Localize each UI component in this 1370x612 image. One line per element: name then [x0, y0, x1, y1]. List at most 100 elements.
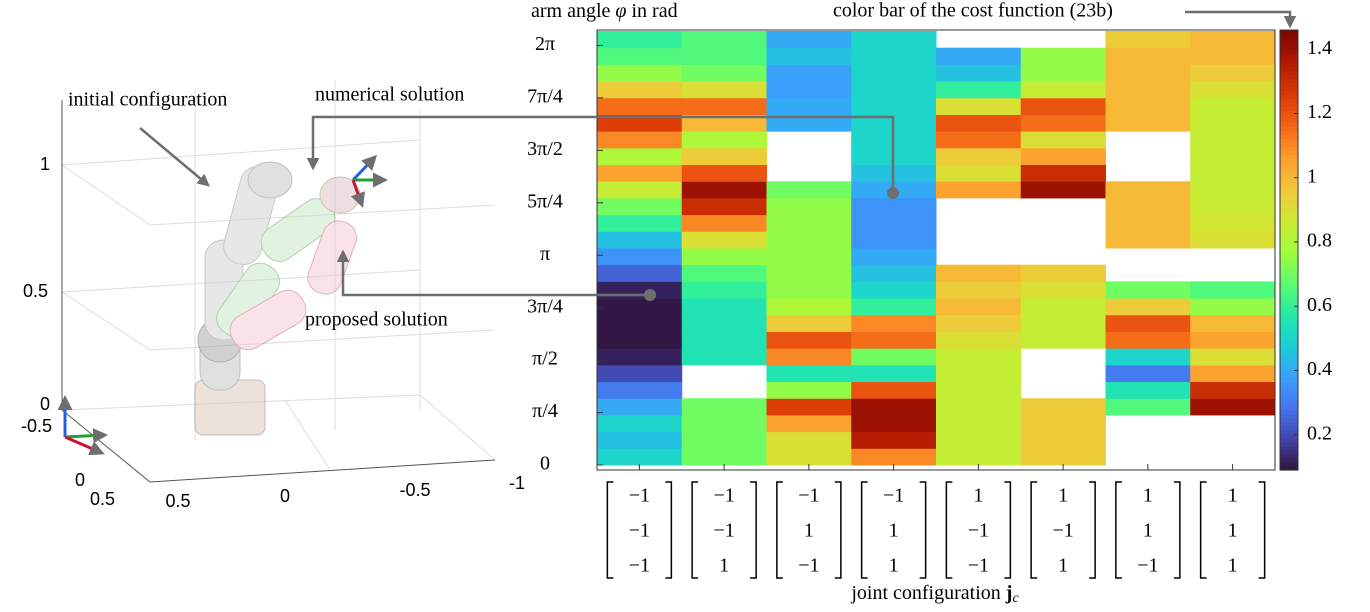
colorbar-swatch [1280, 370, 1298, 375]
colorbar-swatch [1280, 250, 1298, 255]
x-tick-label: 1 [1143, 520, 1153, 542]
colorbar-swatch [1280, 386, 1298, 391]
heat-cell [1105, 114, 1191, 132]
heat-cell [1020, 414, 1106, 433]
heat-cell [851, 31, 937, 49]
heat-cell [681, 97, 767, 115]
colorbar-swatch [1280, 302, 1298, 307]
heat-cell [681, 214, 767, 232]
bracket [1173, 481, 1181, 579]
bracket [1115, 481, 1122, 579]
heat-cell [766, 64, 852, 82]
heat-cell [597, 364, 683, 383]
colorbar-swatch [1280, 94, 1298, 99]
x-tick-label: −1 [713, 520, 734, 542]
heat-cell [851, 298, 937, 316]
colorbar-swatch [1280, 422, 1298, 427]
heat-cell [681, 64, 767, 82]
x-tick-label: −1 [1052, 520, 1073, 542]
colorbar-swatch [1280, 182, 1298, 187]
colorbar-tick-label: 0.2 [1307, 422, 1332, 444]
heat-cell [1105, 181, 1191, 199]
colorbar-swatch [1280, 318, 1298, 323]
colorbar-swatch [1280, 230, 1298, 235]
heat-cell [766, 31, 852, 49]
x-tick-label: −1 [968, 555, 989, 577]
heat-cell [936, 181, 1022, 199]
colorbar-swatch [1280, 458, 1298, 463]
colorbar-swatch [1280, 342, 1298, 347]
heat-cell [1020, 431, 1106, 449]
x-tick-label: 1 [1228, 520, 1238, 542]
heat-cell [597, 298, 683, 316]
heat-cell [597, 147, 683, 166]
heat-cell [851, 281, 937, 299]
colorbar-tick-label: 1.4 [1307, 37, 1332, 59]
bracket [606, 481, 614, 579]
heat-cell [1020, 448, 1106, 466]
colorbar-swatch [1280, 442, 1298, 447]
heat-cell [597, 448, 683, 466]
heat-cell [597, 348, 683, 366]
colorbar-swatch [1280, 58, 1298, 63]
x-axis-label: joint configuration jc [850, 582, 1019, 607]
heat-cell [1105, 97, 1191, 115]
bracket [750, 481, 757, 579]
heat-cell [851, 47, 937, 65]
colorbar-tick-label: 0.6 [1307, 294, 1332, 316]
heat-cell [936, 398, 1022, 416]
bracket [665, 481, 673, 579]
heat-cell [597, 331, 683, 349]
heat-cell [597, 264, 683, 282]
heat-cell [851, 364, 937, 383]
heat-cell [597, 231, 683, 249]
heat-cell [851, 448, 937, 466]
colorbar-swatch [1280, 154, 1298, 159]
colorbar-swatch [1280, 170, 1298, 175]
colorbar-swatch [1280, 38, 1298, 43]
heat-cell [851, 264, 937, 282]
colorbar-swatch [1280, 102, 1298, 107]
heat-cell [1190, 131, 1276, 149]
y-tick-label: -0.5 [21, 416, 52, 436]
heat-cell [1020, 47, 1106, 65]
connectors [139, 10, 1297, 301]
colorbar-swatch [1280, 462, 1298, 467]
x-tick-label: 1 [1058, 485, 1068, 507]
heat-cell [597, 181, 683, 199]
bracket [1004, 481, 1012, 579]
bracket [691, 481, 699, 579]
x-tick-label: −1 [883, 485, 904, 507]
bracket [919, 481, 927, 579]
heat-cell [681, 248, 767, 266]
y-tick-label: π [540, 243, 550, 265]
colorbar-swatch [1280, 350, 1298, 355]
heat-cell [766, 431, 852, 449]
colorbar-frame [1279, 29, 1299, 471]
heat-cell [597, 197, 683, 216]
heat-cell [681, 197, 767, 216]
heat-cell [1020, 114, 1106, 132]
colorbar-swatch [1280, 110, 1298, 115]
colorbar-swatch [1280, 466, 1298, 471]
heat-cell [681, 81, 767, 99]
colorbar-swatch [1280, 454, 1298, 459]
colorbar-swatch [1280, 174, 1298, 179]
heat-cell [766, 81, 852, 99]
colorbar-swatch [1280, 30, 1298, 35]
colorbar-swatch [1280, 402, 1298, 407]
heat-cell [936, 147, 1022, 166]
heat-cell [1190, 398, 1276, 416]
colorbar-swatch [1280, 266, 1298, 271]
heat-cell [851, 381, 937, 399]
colorbar-swatch [1280, 118, 1298, 123]
heat-cell [1190, 281, 1276, 299]
heat-cell [681, 31, 767, 49]
x-tick-label: 0.5 [165, 491, 190, 511]
colorbar-swatch [1280, 158, 1298, 163]
colorbar-swatch [1280, 330, 1298, 335]
heat-cell [1190, 81, 1276, 99]
heat-cell [1190, 298, 1276, 316]
colorbar-swatch [1280, 190, 1298, 195]
colorbar-swatch [1280, 366, 1298, 371]
